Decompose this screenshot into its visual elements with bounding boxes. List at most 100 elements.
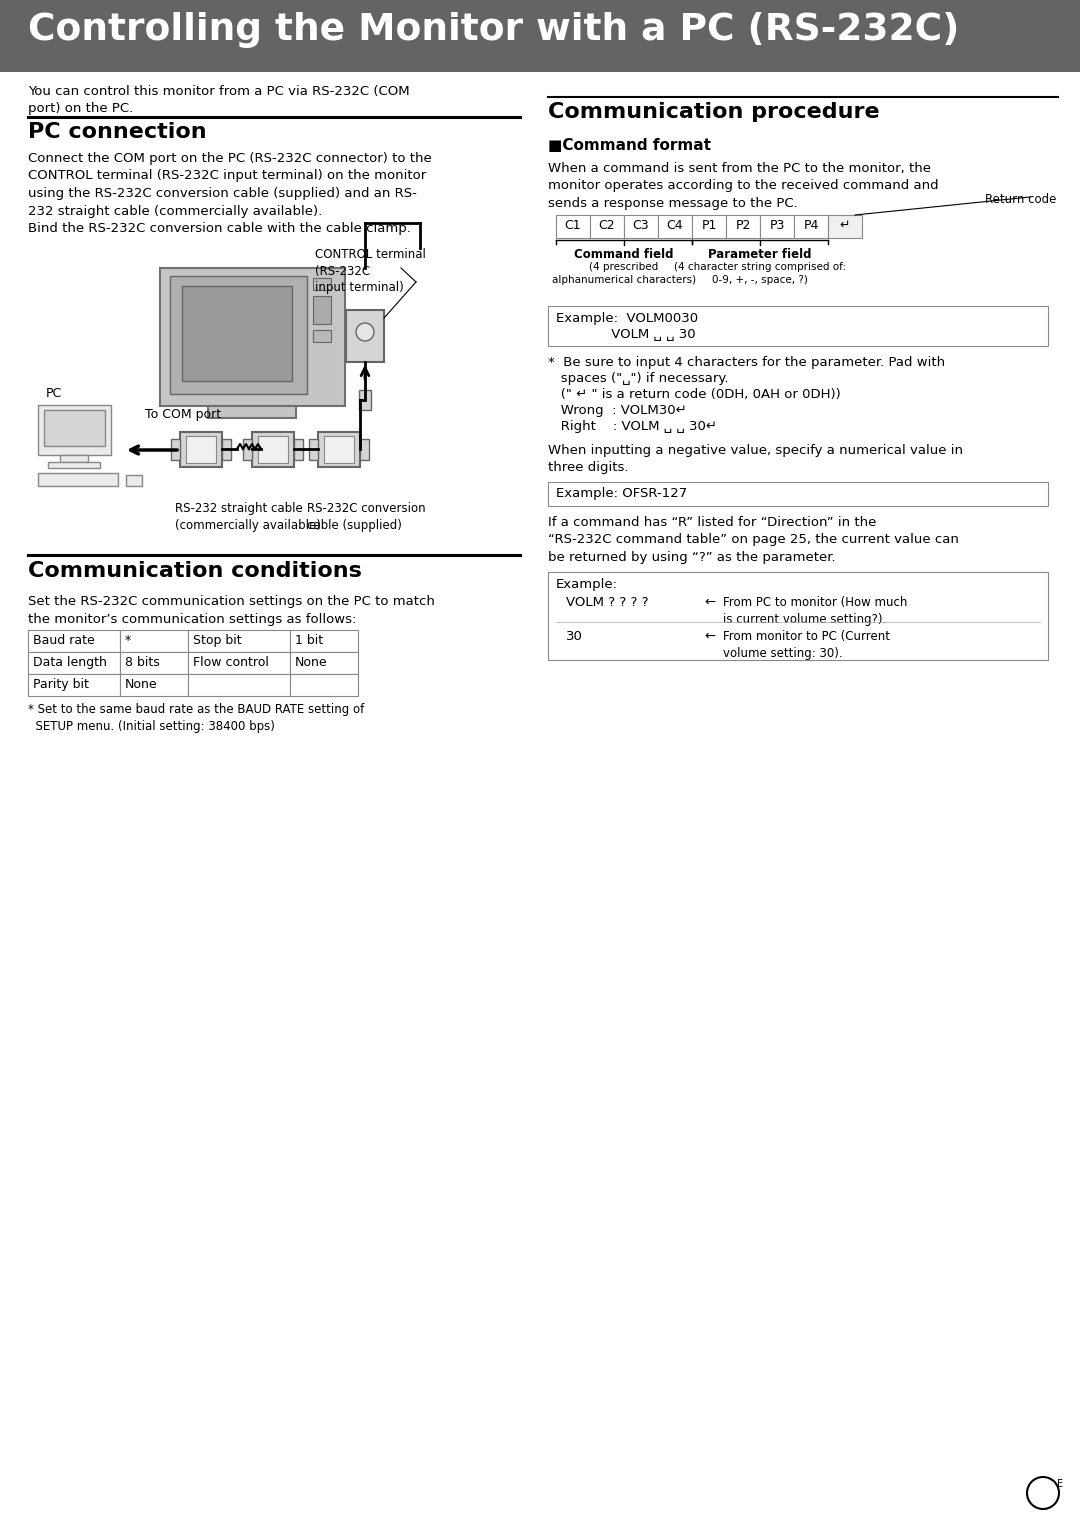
Text: 8 bits: 8 bits (125, 657, 160, 669)
Bar (188, 673, 291, 696)
Bar (624, 215, 658, 238)
Bar (28, 673, 120, 696)
Bar (188, 631, 291, 652)
Text: Example:  VOLM0030: Example: VOLM0030 (556, 312, 698, 325)
Text: From PC to monitor (How much
is current volume setting?).: From PC to monitor (How much is current … (723, 596, 907, 626)
Text: Stop bit: Stop bit (193, 634, 242, 647)
Bar (324, 437, 354, 463)
Text: VOLM ␣ ␣ 30: VOLM ␣ ␣ 30 (556, 328, 696, 341)
Text: Return code: Return code (985, 192, 1056, 206)
Bar (291, 673, 357, 696)
Bar (318, 432, 360, 467)
Bar (359, 389, 372, 411)
Text: Set the RS-232C communication settings on the PC to match
the monitor’s communic: Set the RS-232C communication settings o… (28, 596, 435, 626)
Bar (120, 631, 188, 652)
Circle shape (1027, 1477, 1059, 1509)
Text: ←: ← (704, 596, 716, 609)
Bar (180, 432, 222, 467)
Text: RS-232C conversion
cable (supplied): RS-232C conversion cable (supplied) (307, 502, 426, 531)
Text: PC connection: PC connection (28, 122, 206, 142)
Bar (760, 215, 794, 238)
Text: Command field: Command field (575, 247, 674, 261)
Text: 1 bit: 1 bit (295, 634, 323, 647)
Text: ■Command format: ■Command format (548, 137, 711, 153)
Text: Communication conditions: Communication conditions (28, 560, 362, 580)
Bar (294, 438, 303, 460)
Text: When a command is sent from the PC to the monitor, the
monitor operates accordin: When a command is sent from the PC to th… (548, 162, 939, 211)
Text: None: None (125, 678, 158, 692)
Bar (360, 438, 369, 460)
Bar (291, 652, 357, 673)
Text: ↵: ↵ (840, 218, 850, 232)
Text: 23: 23 (1031, 1484, 1055, 1503)
Text: Right    : VOLM ␣ ␣ 30↵: Right : VOLM ␣ ␣ 30↵ (548, 420, 717, 434)
Bar (120, 673, 188, 696)
Bar (313, 296, 330, 324)
Text: C4: C4 (666, 218, 684, 232)
Bar (692, 215, 726, 238)
Text: Example: OFSR-127: Example: OFSR-127 (556, 487, 687, 499)
Text: Connect the COM port on the PC (RS-232C connector) to the
CONTROL terminal (RS-2: Connect the COM port on the PC (RS-232C … (28, 153, 432, 235)
Bar (252, 432, 294, 467)
Bar (208, 406, 296, 418)
Text: PC: PC (46, 386, 63, 400)
Text: ←: ← (704, 631, 716, 643)
Bar (28, 652, 120, 673)
Bar (186, 437, 216, 463)
Text: Communication procedure: Communication procedure (548, 102, 879, 122)
Text: Parity bit: Parity bit (33, 678, 89, 692)
Bar (160, 269, 345, 406)
Bar (243, 438, 252, 460)
Bar (548, 305, 1048, 347)
Circle shape (356, 324, 374, 341)
Text: You can control this monitor from a PC via RS-232C (COM
port) on the PC.: You can control this monitor from a PC v… (28, 86, 409, 115)
Bar (60, 455, 87, 463)
Bar (828, 215, 862, 238)
Bar (170, 276, 307, 394)
Bar (658, 215, 692, 238)
Text: Controlling the Monitor with a PC (RS-232C): Controlling the Monitor with a PC (RS-23… (28, 12, 959, 47)
Text: *: * (125, 634, 132, 647)
Text: E: E (1057, 1480, 1063, 1489)
Text: (4 prescribed
alphanumerical characters): (4 prescribed alphanumerical characters) (552, 263, 697, 286)
Bar (28, 631, 120, 652)
Text: If a command has “R” listed for “Direction” in the
“RS-232C command table” on pa: If a command has “R” listed for “Directi… (548, 516, 959, 563)
Bar (44, 411, 105, 446)
Bar (313, 278, 330, 290)
Bar (0, 0, 1080, 72)
Bar (309, 438, 318, 460)
Bar (313, 330, 330, 342)
Text: * Set to the same baud rate as the BAUD RATE setting of
  SETUP menu. (Initial s: * Set to the same baud rate as the BAUD … (28, 702, 364, 733)
Text: P4: P4 (804, 218, 819, 232)
Text: When inputting a negative value, specify a numerical value in
three digits.: When inputting a negative value, specify… (548, 444, 963, 475)
Bar (291, 631, 357, 652)
Bar (346, 310, 384, 362)
Bar (188, 652, 291, 673)
Text: From monitor to PC (Current
volume setting: 30).: From monitor to PC (Current volume setti… (723, 631, 890, 660)
Text: P1: P1 (701, 218, 717, 232)
Text: Wrong  : VOLM30↵: Wrong : VOLM30↵ (548, 405, 687, 417)
Bar (556, 215, 590, 238)
Bar (548, 573, 1048, 660)
Text: Example:: Example: (556, 579, 618, 591)
Text: P3: P3 (769, 218, 785, 232)
Bar (126, 475, 141, 486)
Bar (183, 286, 292, 382)
Bar (120, 652, 188, 673)
Text: Parameter field: Parameter field (708, 247, 812, 261)
Bar (258, 437, 288, 463)
Bar (38, 405, 111, 455)
Text: 30: 30 (566, 631, 583, 643)
Text: CONTROL terminal
(RS-232C
input terminal): CONTROL terminal (RS-232C input terminal… (315, 247, 426, 295)
Text: Data length: Data length (33, 657, 107, 669)
Bar (38, 473, 118, 486)
Bar (171, 438, 180, 460)
Text: RS-232 straight cable
(commercially available): RS-232 straight cable (commercially avai… (175, 502, 321, 531)
Text: VOLM ? ? ? ?: VOLM ? ? ? ? (566, 596, 648, 609)
Text: Flow control: Flow control (193, 657, 269, 669)
Bar (548, 483, 1048, 505)
Text: To COM port: To COM port (145, 408, 221, 421)
Text: (" ↵ " is a return code (0DH, 0AH or 0DH)): (" ↵ " is a return code (0DH, 0AH or 0DH… (548, 388, 840, 402)
Text: None: None (295, 657, 327, 669)
Text: C1: C1 (565, 218, 581, 232)
